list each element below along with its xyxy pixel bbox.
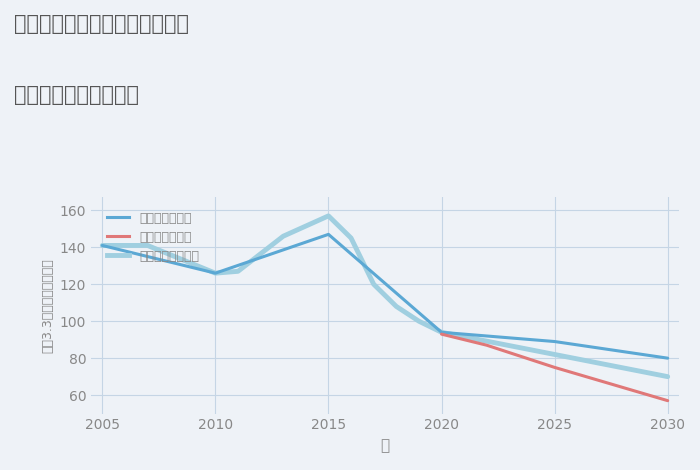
Line: ノーマルシナリオ: ノーマルシナリオ — [102, 216, 668, 376]
ノーマルシナリオ — [414, 318, 423, 324]
ノーマルシナリオ — [324, 213, 332, 219]
グッドシナリオ — [211, 270, 220, 276]
グッドシナリオ — [664, 355, 672, 361]
バッドシナリオ — [438, 331, 446, 337]
ノーマルシナリオ — [211, 270, 220, 276]
ノーマルシナリオ — [347, 235, 356, 241]
ノーマルシナリオ — [98, 243, 106, 248]
ノーマルシナリオ — [370, 282, 378, 287]
Line: グッドシナリオ: グッドシナリオ — [102, 235, 668, 358]
ノーマルシナリオ — [279, 234, 288, 239]
グッドシナリオ — [550, 339, 559, 345]
ノーマルシナリオ — [664, 374, 672, 379]
Legend: グッドシナリオ, バッドシナリオ, ノーマルシナリオ: グッドシナリオ, バッドシナリオ, ノーマルシナリオ — [103, 208, 203, 267]
ノーマルシナリオ — [144, 243, 152, 248]
グッドシナリオ — [98, 243, 106, 248]
X-axis label: 年: 年 — [380, 438, 390, 453]
グッドシナリオ — [438, 329, 446, 335]
グッドシナリオ — [324, 232, 332, 237]
ノーマルシナリオ — [550, 352, 559, 357]
バッドシナリオ — [550, 365, 559, 370]
バッドシナリオ — [664, 398, 672, 403]
ノーマルシナリオ — [392, 304, 400, 309]
バッドシナリオ — [482, 343, 491, 348]
Text: 中古戸建ての価格推移: 中古戸建ての価格推移 — [14, 85, 139, 105]
ノーマルシナリオ — [438, 329, 446, 335]
Y-axis label: 坪（3.3㎡）単価（万円）: 坪（3.3㎡）単価（万円） — [41, 258, 54, 353]
ノーマルシナリオ — [234, 268, 242, 274]
Line: バッドシナリオ: バッドシナリオ — [442, 334, 668, 400]
Text: 兵庫県川辺郡猪名川町柏梨田の: 兵庫県川辺郡猪名川町柏梨田の — [14, 14, 189, 34]
